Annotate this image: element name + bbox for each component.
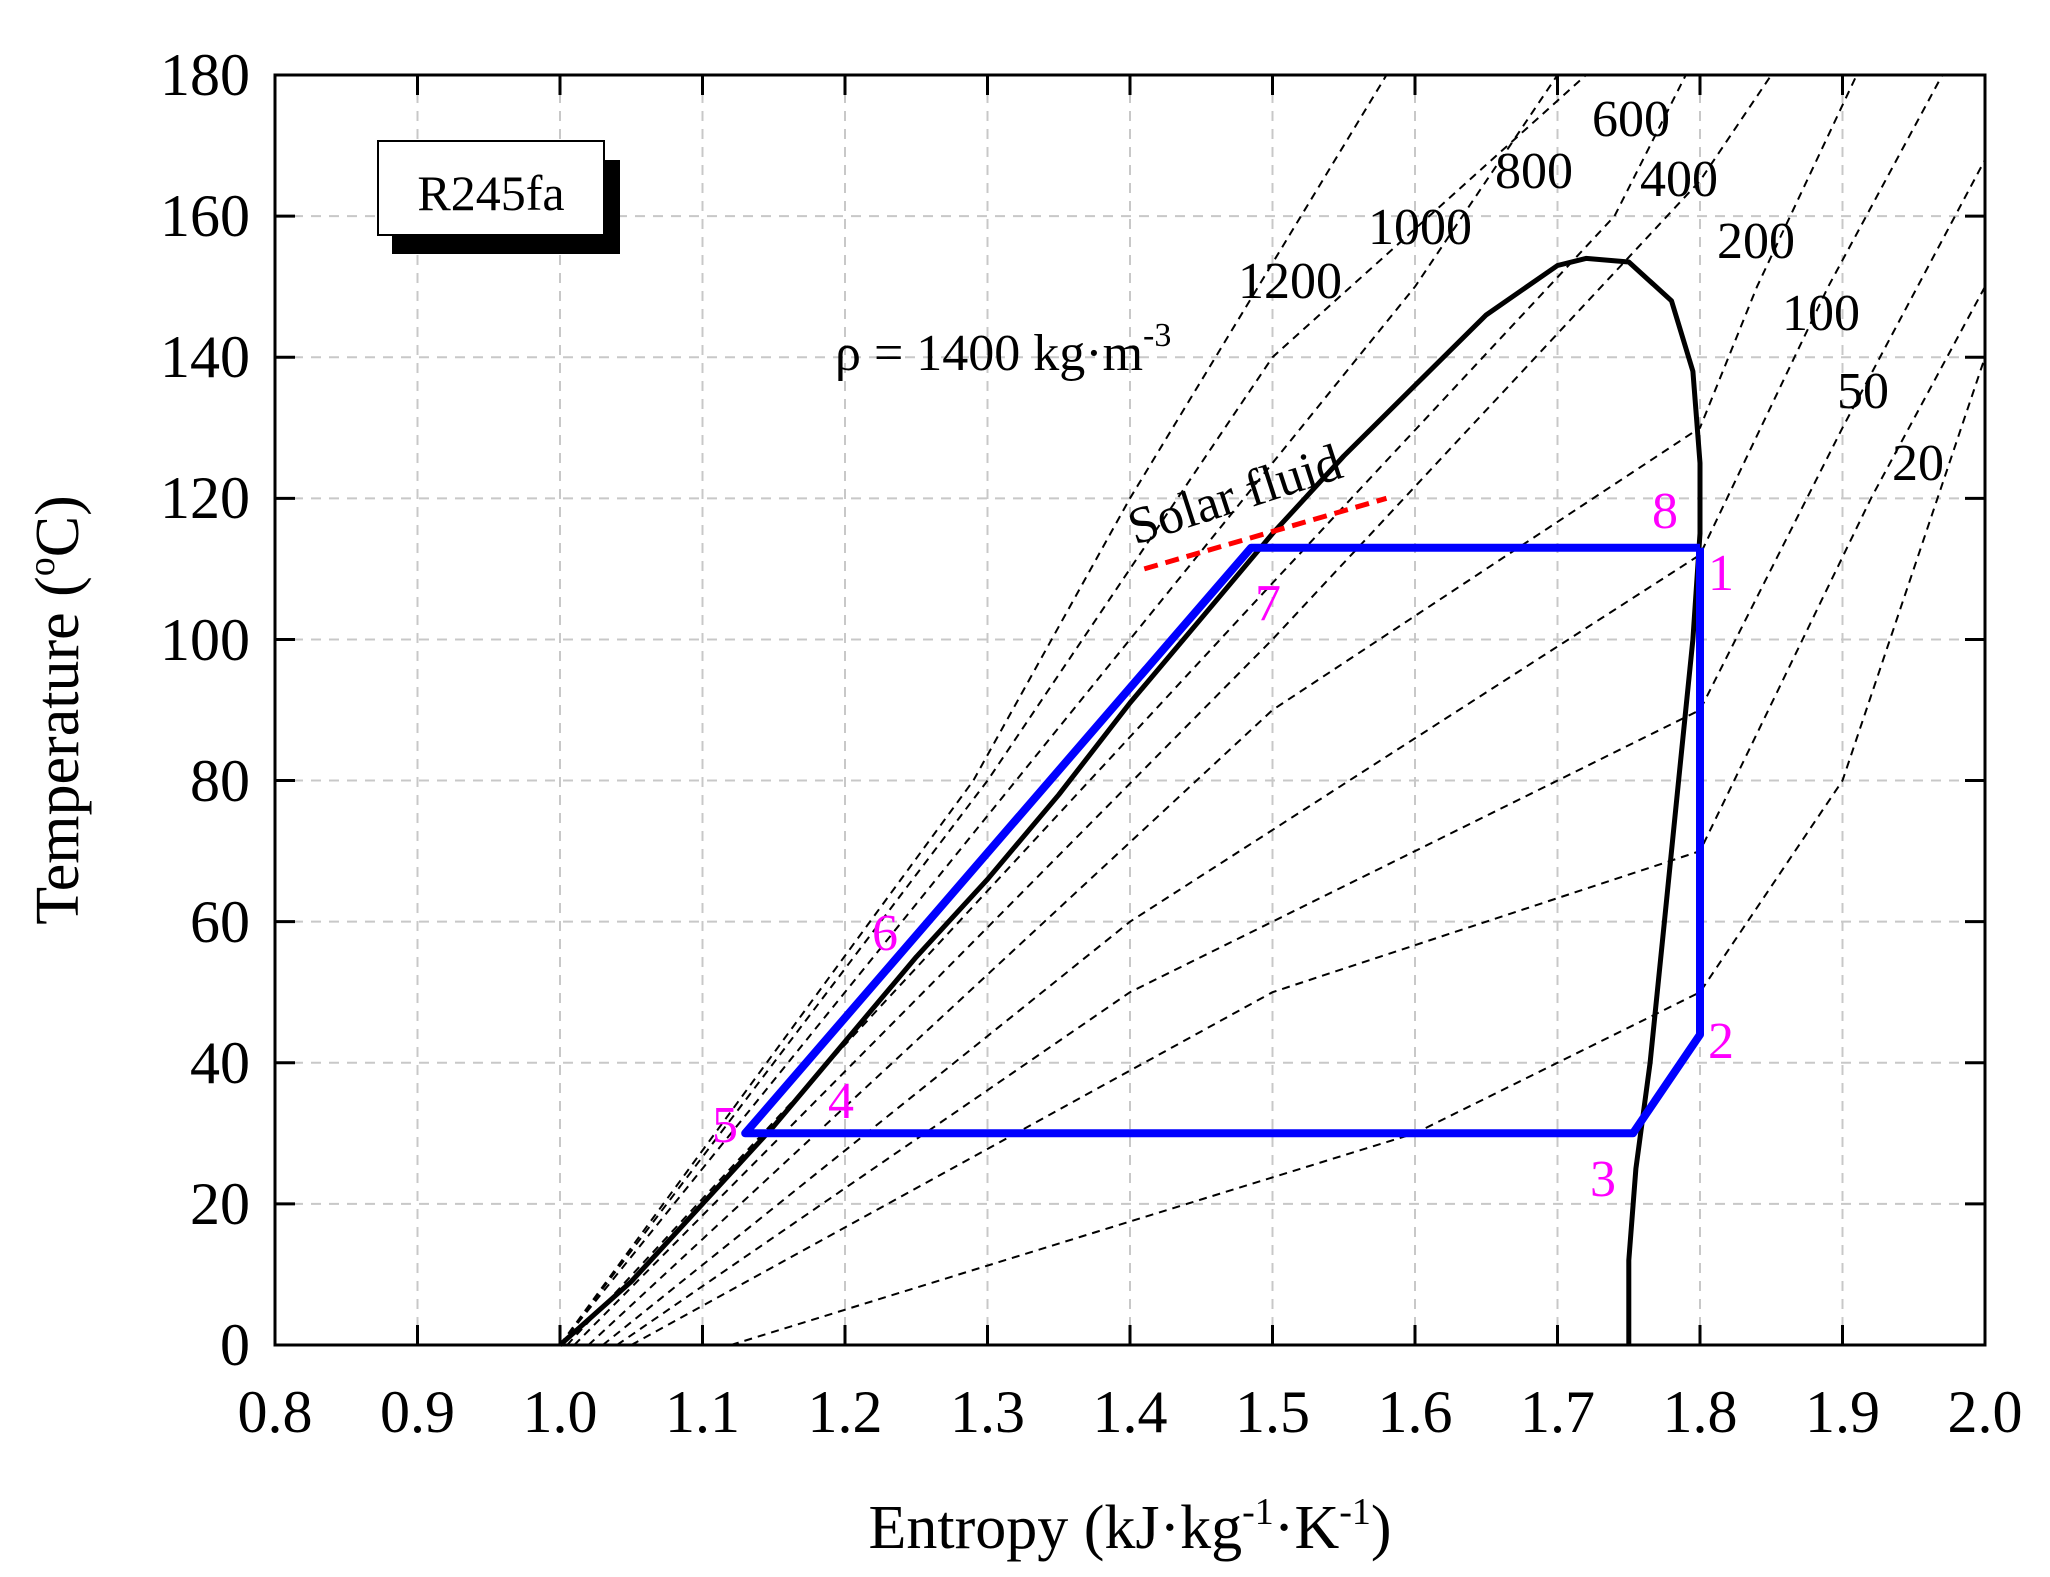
isochore-1200 — [559, 75, 1587, 1345]
saturation-dome — [558, 255, 1703, 1347]
x-tick-label: 1.2 — [808, 1379, 883, 1445]
isochore-label-1200: 1200 — [1238, 253, 1342, 310]
y-tick-label: 0 — [220, 1312, 250, 1378]
x-tick-label: 1.4 — [1093, 1379, 1168, 1445]
y-tick-labels: 0 20 40 60 80 100 120 140 160 180 — [160, 42, 250, 1378]
x-tick-label: 1.1 — [665, 1379, 740, 1445]
isochore-100 — [616, 159, 1985, 1345]
y-tick-label: 40 — [190, 1030, 250, 1096]
y-tick-label: 60 — [190, 889, 250, 955]
x-tick-labels: 0.8 0.9 1.0 1.1 1.2 1.3 1.4 1.5 1.6 1.7 … — [238, 1379, 2023, 1445]
x-tick-label: 0.8 — [238, 1379, 313, 1445]
orc-cycle — [741, 543, 1704, 1138]
point-label-8: 8 — [1652, 483, 1678, 540]
isochore-label-800: 800 — [1495, 143, 1573, 200]
isochore-label-20: 20 — [1892, 435, 1944, 492]
isochore-label-1400: ρ = 1400 kg·m-3 — [835, 317, 1171, 382]
isochore-label-50: 50 — [1837, 363, 1889, 420]
isochore-label-100: 100 — [1782, 285, 1860, 342]
x-tick-label: 1.9 — [1805, 1379, 1880, 1445]
isochore-1000 — [559, 75, 1559, 1345]
isochore-20 — [730, 356, 1985, 1345]
x-tick-label: 1.7 — [1520, 1379, 1595, 1445]
point-label-1: 1 — [1708, 545, 1734, 602]
saturation-curve — [558, 255, 1703, 1347]
isochore-label-200: 200 — [1717, 213, 1795, 270]
x-tick-label: 2.0 — [1948, 1379, 2023, 1445]
isochore-label-1000: 1000 — [1368, 199, 1472, 256]
isochore-800 — [566, 75, 1687, 1345]
axis-ticks — [273, 73, 1987, 1347]
y-tick-label: 100 — [160, 607, 250, 673]
y-tick-label: 180 — [160, 42, 250, 108]
cycle-point-labels: 1 2 3 4 5 6 7 8 — [712, 483, 1734, 1208]
y-axis-title: Temperature (oC) — [21, 495, 92, 925]
x-tick-label: 1.3 — [950, 1379, 1025, 1445]
y-tick-label: 140 — [160, 324, 250, 390]
x-tick-label: 1.5 — [1235, 1379, 1310, 1445]
point-label-2: 2 — [1708, 1013, 1734, 1070]
cycle-lines — [741, 543, 1704, 1138]
x-tick-label: 1.8 — [1663, 1379, 1738, 1445]
y-tick-label: 120 — [160, 465, 250, 531]
y-tick-label: 20 — [190, 1171, 250, 1237]
x-tick-label: 1.0 — [523, 1379, 598, 1445]
solar-fluid-line — [1143, 495, 1388, 572]
isochore-400 — [587, 75, 1858, 1345]
solar-fluid-curve — [1143, 495, 1388, 572]
y-tick-label: 160 — [160, 183, 250, 249]
isochore-600 — [573, 75, 1773, 1345]
isochore-1400 — [559, 75, 1388, 1345]
point-label-3: 3 — [1590, 1151, 1616, 1208]
isochore-label-600: 600 — [1592, 91, 1670, 148]
point-label-4: 4 — [828, 1073, 854, 1130]
fluid-name-box: R245fa — [377, 140, 620, 254]
x-axis-title: Entropy (kJ·kg-1·K-1) — [868, 1491, 1391, 1562]
x-tick-label: 0.9 — [380, 1379, 455, 1445]
solar-fluid-label: Solar fluid — [1121, 434, 1349, 556]
isochore-label-400: 400 — [1640, 151, 1718, 208]
point-label-6: 6 — [872, 905, 898, 962]
point-label-5: 5 — [712, 1097, 738, 1154]
y-tick-label: 80 — [190, 748, 250, 814]
isochore-200 — [602, 75, 1944, 1345]
x-tick-label: 1.6 — [1378, 1379, 1453, 1445]
isochore-labels: ρ = 1400 kg·m-3 1200 1000 800 600 400 20… — [835, 91, 1944, 492]
point-label-7: 7 — [1255, 575, 1281, 632]
fluid-name: R245fa — [417, 165, 564, 221]
